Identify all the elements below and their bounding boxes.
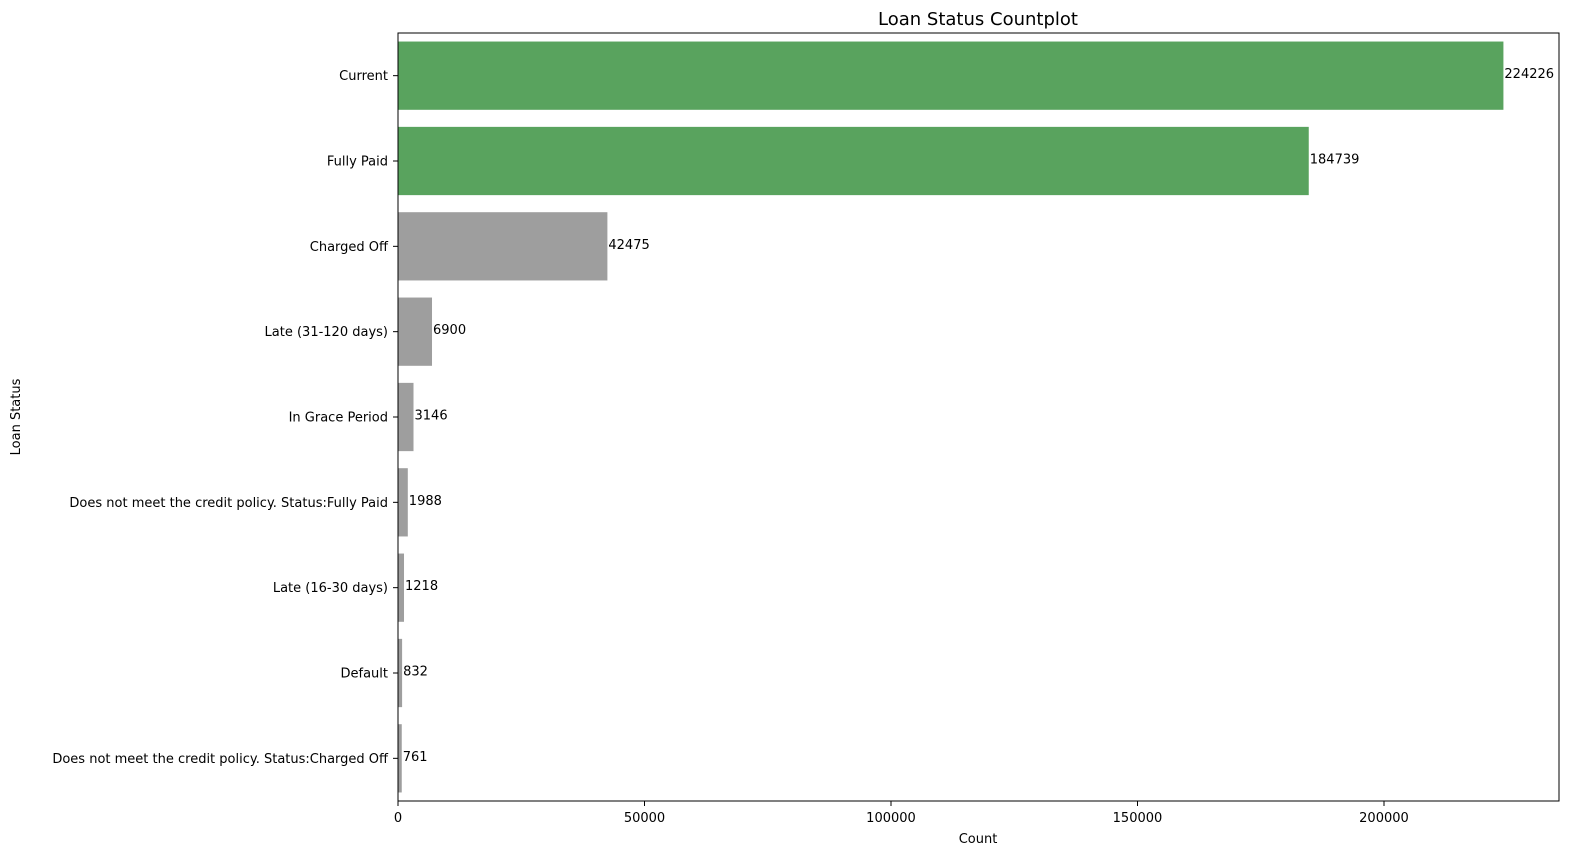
- bar: [398, 638, 403, 708]
- y-tick-label: Current: [339, 69, 388, 84]
- data-labels-layer: 224226 184739 42475 6900 3146 1988 1218 832 761: [403, 67, 1554, 765]
- x-tick-label: 150000: [1113, 811, 1163, 826]
- plot-frame: [397, 32, 1560, 802]
- y-tick-label: Does not meet the credit policy. Status:…: [52, 752, 389, 767]
- bar: [398, 468, 408, 537]
- bar-value-label: 184739: [1310, 153, 1360, 168]
- x-axis-label: Count: [959, 832, 998, 847]
- bar: [398, 41, 1504, 110]
- y-tick-label: Late (31-120 days): [265, 325, 388, 340]
- bar: [398, 553, 405, 622]
- y-tick-label: Charged Off: [310, 240, 389, 255]
- x-tick-label: 0: [394, 811, 402, 826]
- bar-value-label: 224226: [1504, 67, 1554, 82]
- bar: [398, 382, 414, 452]
- x-tick-label: 50000: [624, 811, 665, 826]
- bar: [398, 724, 402, 793]
- bar-value-label: 832: [403, 665, 428, 680]
- bar-value-label: 1218: [405, 579, 438, 594]
- x-tick-label: 200000: [1359, 811, 1409, 826]
- x-ticks-layer: 0 50000 100000 150000 200000: [394, 801, 1409, 826]
- bar-value-label: 1988: [409, 494, 442, 509]
- y-tick-label: Default: [341, 667, 389, 682]
- y-tick-label: Fully Paid: [327, 155, 388, 170]
- y-tick-label: Late (16-30 days): [273, 581, 388, 596]
- bar: [398, 297, 433, 366]
- bar-value-label: 6900: [433, 323, 466, 338]
- bar: [398, 212, 608, 281]
- bar-value-label: 761: [403, 750, 428, 765]
- bars-layer: [398, 41, 1504, 793]
- y-ticks-layer: Current Fully Paid Charged Off Late (31-120…: [52, 69, 398, 767]
- chart-title: Loan Status Countplot: [878, 9, 1078, 30]
- y-tick-label: Does not meet the credit policy. Status:…: [69, 496, 388, 511]
- bar: [398, 126, 1309, 196]
- bar-value-label: 42475: [608, 238, 649, 253]
- x-tick-label: 100000: [866, 811, 916, 826]
- bar-value-label: 3146: [415, 409, 448, 424]
- y-tick-label: In Grace Period: [289, 411, 388, 426]
- y-axis-label: Loan Status: [9, 378, 24, 455]
